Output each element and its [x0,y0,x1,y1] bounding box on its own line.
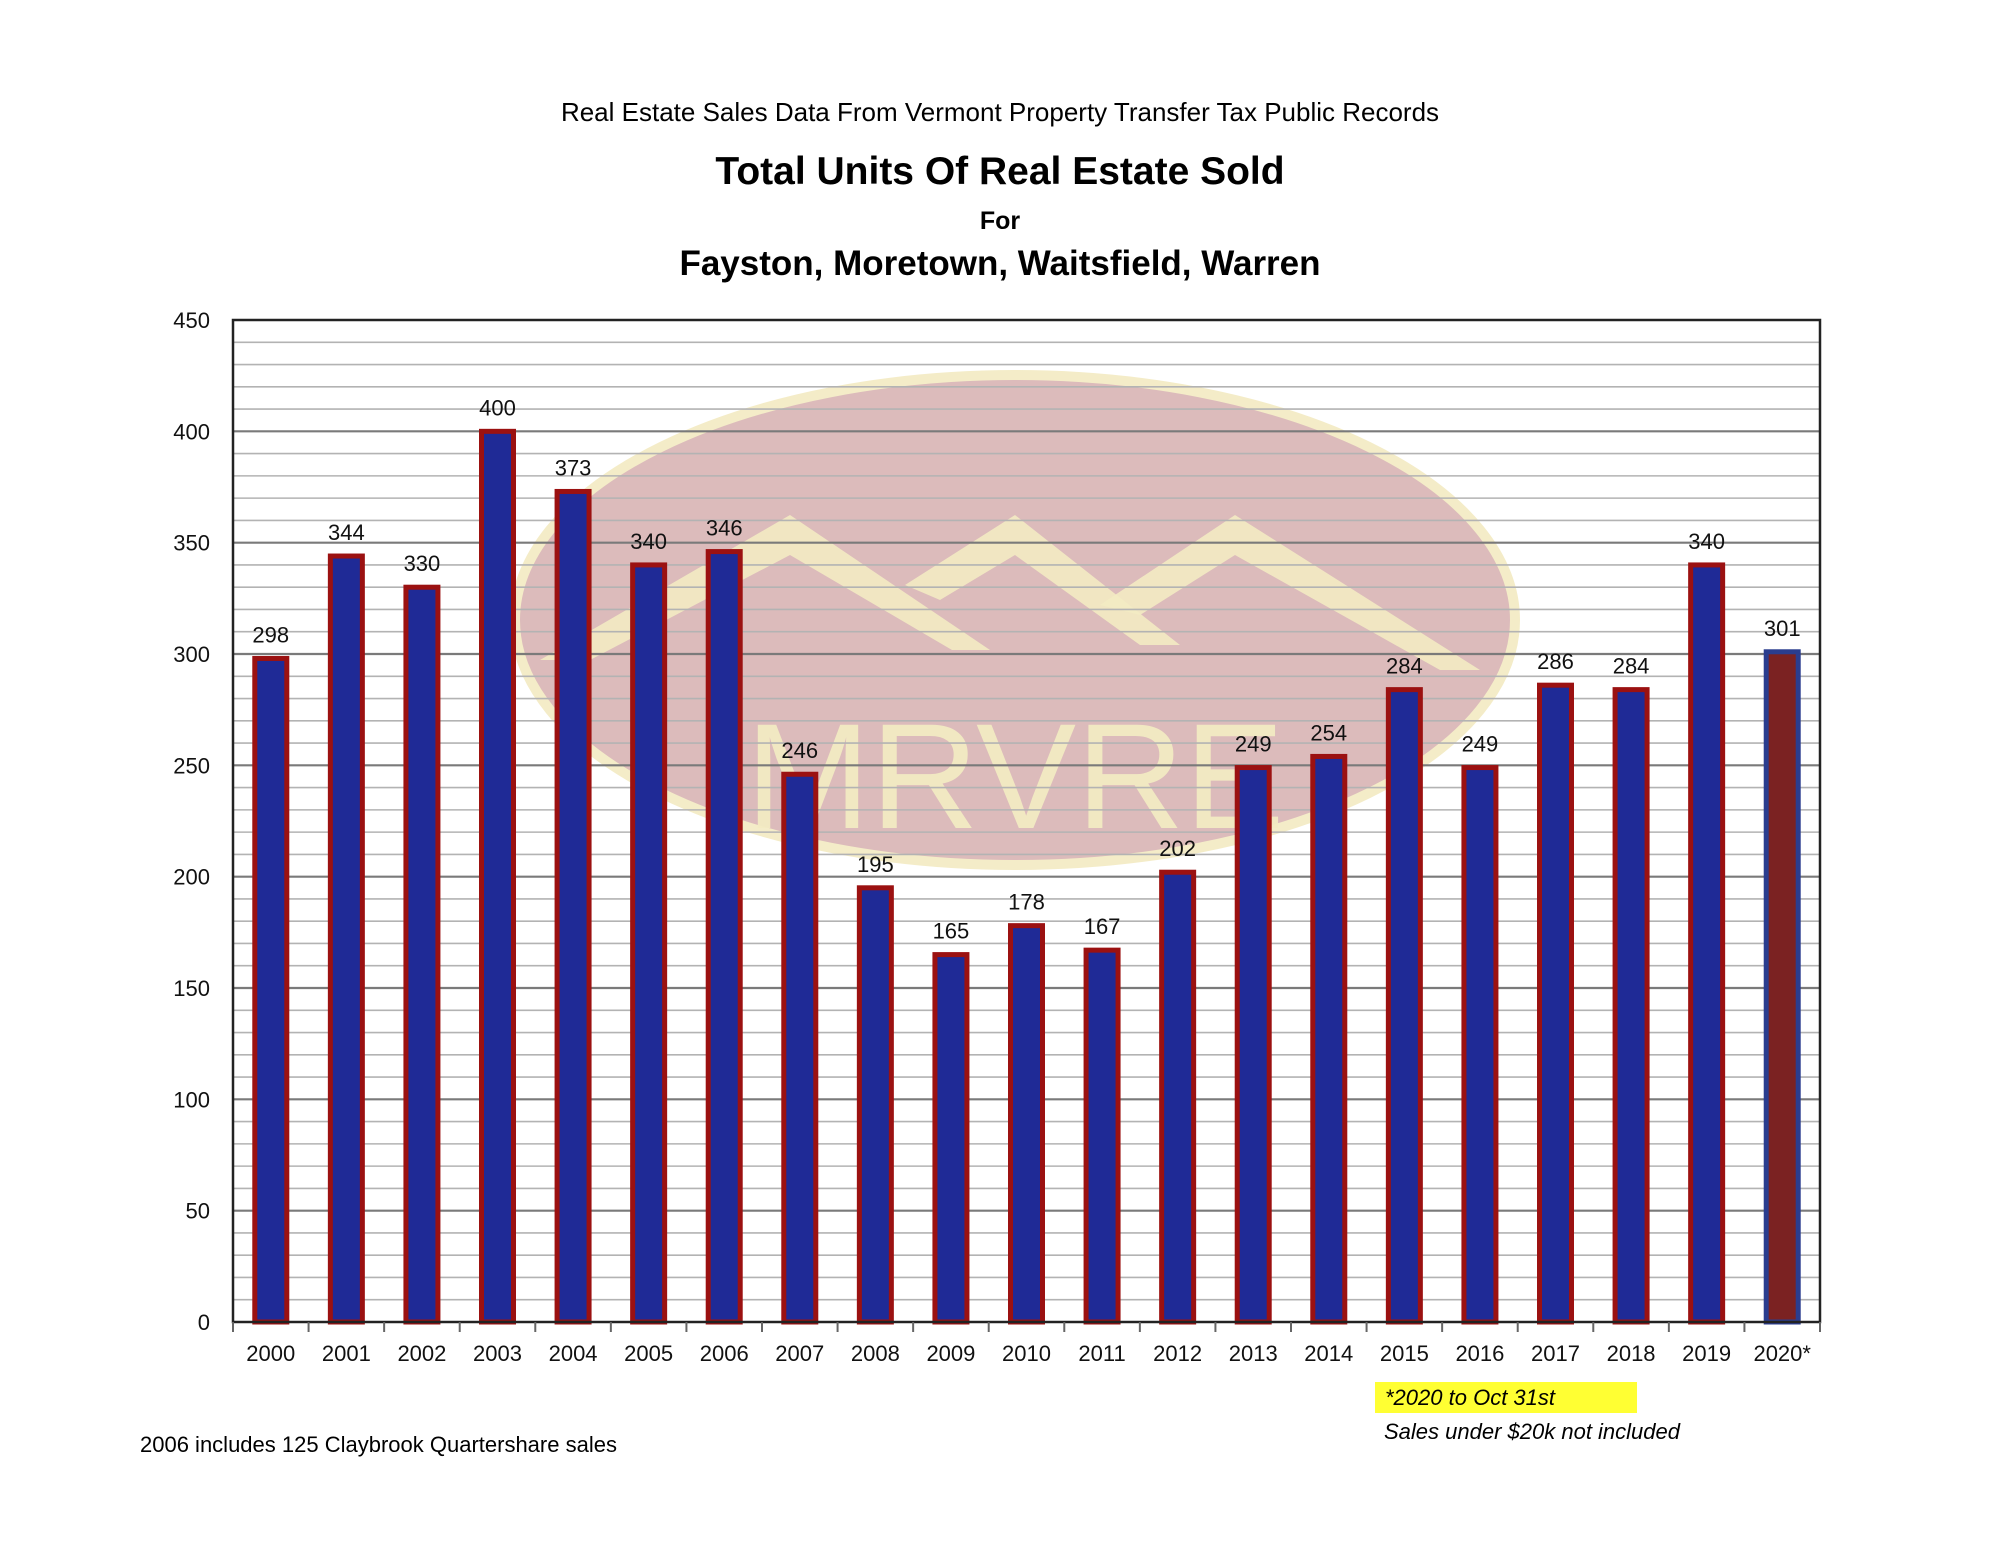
bar-2012 [1159,869,1197,1325]
x-tick-label: 2016 [1455,1341,1504,1366]
data-label: 284 [1386,654,1423,679]
bar-2014 [1310,753,1348,1325]
y-tick-label: 200 [173,865,210,890]
data-label: 246 [781,738,818,763]
x-tick-label: 2001 [322,1341,371,1366]
chart-title-for: For [979,207,1021,235]
bar-2002 [403,584,441,1325]
x-tick-label: 2015 [1380,1341,1429,1366]
chart-subtitle: Real Estate Sales Data From Vermont Prop… [560,97,1440,127]
data-label: 284 [1613,654,1650,679]
x-tick-label: 2007 [775,1341,824,1366]
x-tick-label: 2010 [1002,1341,1051,1366]
x-tick-label: 2018 [1607,1341,1656,1366]
data-label: 346 [706,516,743,541]
data-label: 249 [1235,732,1272,757]
data-label: 249 [1462,732,1499,757]
chart-title: Total Units Of Real Estate Sold [715,150,1285,193]
data-label: 195 [857,852,894,877]
bar-2015 [1385,687,1423,1325]
x-tick-label: 2017 [1531,1341,1580,1366]
data-label: 400 [479,395,516,420]
x-tick-label: 2013 [1229,1341,1278,1366]
data-label: 202 [1159,836,1196,861]
x-tick-label: 2000 [246,1341,295,1366]
bar-2020 [1763,649,1801,1325]
x-tick-label: 2005 [624,1341,673,1366]
x-tick-label: 2002 [397,1341,446,1366]
y-tick-label: 100 [173,1087,210,1112]
x-tick-label: 2008 [851,1341,900,1366]
x-tick-label: 2014 [1304,1341,1353,1366]
data-label: 178 [1008,890,1045,915]
x-tick-label: 2019 [1682,1341,1731,1366]
data-label: 298 [252,622,289,647]
bar-2005 [630,562,668,1325]
y-tick-label: 250 [173,753,210,778]
chart-title-towns: Fayston, Moretown, Waitsfield, Warren [679,244,1321,283]
bar-2003 [479,428,516,1325]
footnote-sales-threshold: Sales under $20k not included [1384,1419,1680,1444]
data-label: 373 [555,455,592,480]
watermark-text: MRVRE [746,692,1285,860]
footnote-claybrook: 2006 includes 125 Claybrook Quartershare… [140,1432,617,1457]
data-label: 340 [630,529,667,554]
data-label: 254 [1310,720,1347,745]
plot-area-border [231,318,1822,1324]
bar-2007 [781,771,819,1325]
bar-2018 [1612,687,1650,1325]
y-tick-label: 400 [173,419,210,444]
data-label: 330 [404,551,441,576]
bar-2004 [554,488,592,1325]
footnote-2020-highlight: *2020 to Oct 31st [1375,1382,1637,1413]
bar-2009 [932,952,970,1325]
data-label: 165 [933,919,970,944]
x-tick-label: 2012 [1153,1341,1202,1366]
y-tick-label: 0 [198,1310,210,1335]
x-tick-label: 2004 [549,1341,598,1366]
y-tick-label: 50 [186,1199,210,1224]
data-label: 344 [328,520,365,545]
data-label: 340 [1688,529,1725,554]
x-tick-label: 2006 [700,1341,749,1366]
bar-2011 [1083,947,1121,1325]
y-tick-label: 150 [173,976,210,1001]
y-tick-label: 350 [173,531,210,556]
data-label: 167 [1084,914,1121,939]
bar-2019 [1688,562,1726,1325]
bar-2000 [252,655,290,1325]
bar-2008 [856,885,894,1325]
x-tick-label: 2009 [926,1341,975,1366]
x-tick-label: 2011 [1078,1341,1125,1366]
data-label: 286 [1537,649,1574,674]
bar-2001 [327,553,365,1325]
x-tick-label: 2020* [1753,1341,1811,1366]
data-label: 301 [1764,616,1801,641]
bar-2016 [1461,765,1499,1325]
bar-2017 [1537,682,1574,1325]
y-tick-label: 450 [173,308,210,333]
x-tick-label: 2003 [473,1341,522,1366]
y-tick-label: 300 [173,642,210,667]
bar-2006 [705,549,743,1325]
bar-2010 [1008,923,1045,1325]
bar-2013 [1234,765,1272,1325]
